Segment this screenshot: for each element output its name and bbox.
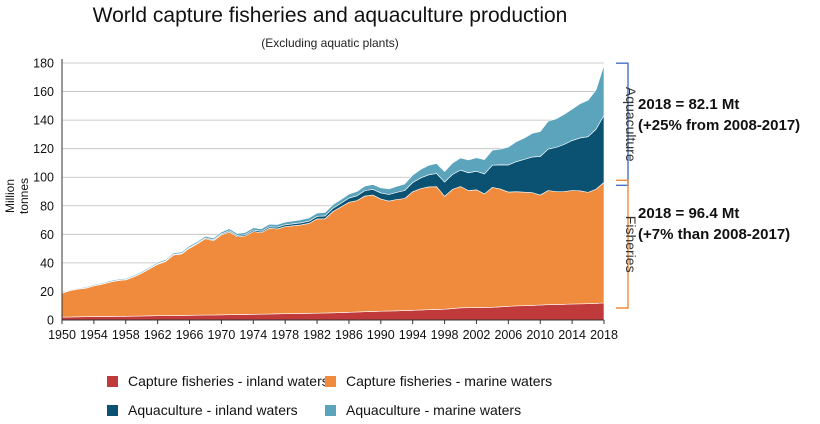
x-tick-label-1970: 1970 [208, 328, 236, 342]
x-tick-label-1950: 1950 [48, 328, 76, 342]
y-tick-label-80: 80 [40, 199, 54, 213]
legend-label-capture-marine: Capture fisheries - marine waters [346, 373, 553, 389]
x-tick-label-1986: 1986 [335, 328, 363, 342]
x-tick-label-1994: 1994 [399, 328, 427, 342]
legend-item-aquaculture-marine: Aquaculture - marine waters [325, 402, 521, 418]
x-tick-label-2014: 2014 [558, 328, 586, 342]
x-tick-label-2010: 2010 [526, 328, 554, 342]
annotation-fisheries-line2: (+7% than 2008-2017) [638, 226, 791, 243]
y-tick-label-60: 60 [40, 228, 54, 242]
y-tick-label-20: 20 [40, 285, 54, 299]
y-ticks: 0 20 40 60 80 100 120 140 160 180 [33, 57, 54, 328]
stacked-areas [61, 64, 605, 321]
chart-subtitle: (Excluding aquatic plants) [261, 36, 399, 50]
x-tick-label-1958: 1958 [112, 328, 140, 342]
bracket-label-fisheries: Fisheries [623, 216, 639, 273]
legend-swatch-capture-inland [107, 375, 118, 387]
x-tick-label-2018: 2018 [590, 328, 618, 342]
legend-item-capture-marine: Capture fisheries - marine waters [325, 373, 552, 389]
x-tick-label-1974: 1974 [239, 328, 267, 342]
annotation-fisheries-line1: 2018 = 96.4 Mt [638, 205, 740, 222]
annotation-aquaculture-line2: (+25% from 2008-2017) [638, 117, 801, 134]
chart-title: World capture fisheries and aquaculture … [92, 4, 568, 27]
x-tick-label-1990: 1990 [367, 328, 395, 342]
y-tick-label-100: 100 [33, 171, 54, 185]
x-tick-label-1962: 1962 [144, 328, 172, 342]
legend-swatch-aquaculture-marine [325, 404, 336, 416]
legend-label-aquaculture-inland: Aquaculture - inland waters [128, 402, 298, 418]
legend-swatch-capture-marine [325, 375, 336, 387]
y-tick-label-0: 0 [47, 314, 54, 328]
area-series-1 [61, 182, 605, 318]
x-tick-label-1966: 1966 [176, 328, 204, 342]
y-tick-label-40: 40 [40, 256, 54, 270]
legend-label-capture-inland: Capture fisheries - inland waters [128, 373, 329, 389]
y-tick-label-140: 140 [33, 114, 54, 128]
annotation-fisheries: 2018 = 96.4 Mt (+7% than 2008-2017) [638, 203, 790, 245]
x-tick-label-2006: 2006 [494, 328, 522, 342]
legend-item-aquaculture-inland: Aquaculture - inland waters [107, 402, 298, 418]
annotation-aquaculture-line1: 2018 = 82.1 Mt [638, 96, 740, 113]
x-ticks: 1950 1954 1958 1962 1966 1970 1974 1978 1982 1986… [48, 320, 618, 342]
x-tick-label-1982: 1982 [303, 328, 331, 342]
x-tick-label-2002: 2002 [463, 328, 491, 342]
legend-label-aquaculture-marine: Aquaculture - marine waters [346, 402, 522, 418]
bracket-aquaculture [616, 62, 629, 187]
axes [61, 59, 604, 321]
legend-swatch-aquaculture-inland [107, 404, 118, 416]
legend-item-capture-inland: Capture fisheries - inland waters [107, 373, 329, 389]
annotation-aquaculture: 2018 = 82.1 Mt (+25% from 2008-2017) [638, 94, 800, 136]
y-tick-label-160: 160 [33, 85, 54, 99]
x-tick-label-1978: 1978 [271, 328, 299, 342]
bracket-label-aquaculture: Aquaculture [623, 87, 639, 162]
x-tick-label-1954: 1954 [80, 328, 108, 342]
x-tick-label-1998: 1998 [431, 328, 459, 342]
y-tick-label-120: 120 [33, 142, 54, 156]
y-tick-label-180: 180 [33, 57, 54, 71]
brackets: Aquaculture Fisheries [616, 62, 639, 309]
bracket-fisheries [616, 179, 629, 309]
area-series-3 [61, 64, 605, 294]
